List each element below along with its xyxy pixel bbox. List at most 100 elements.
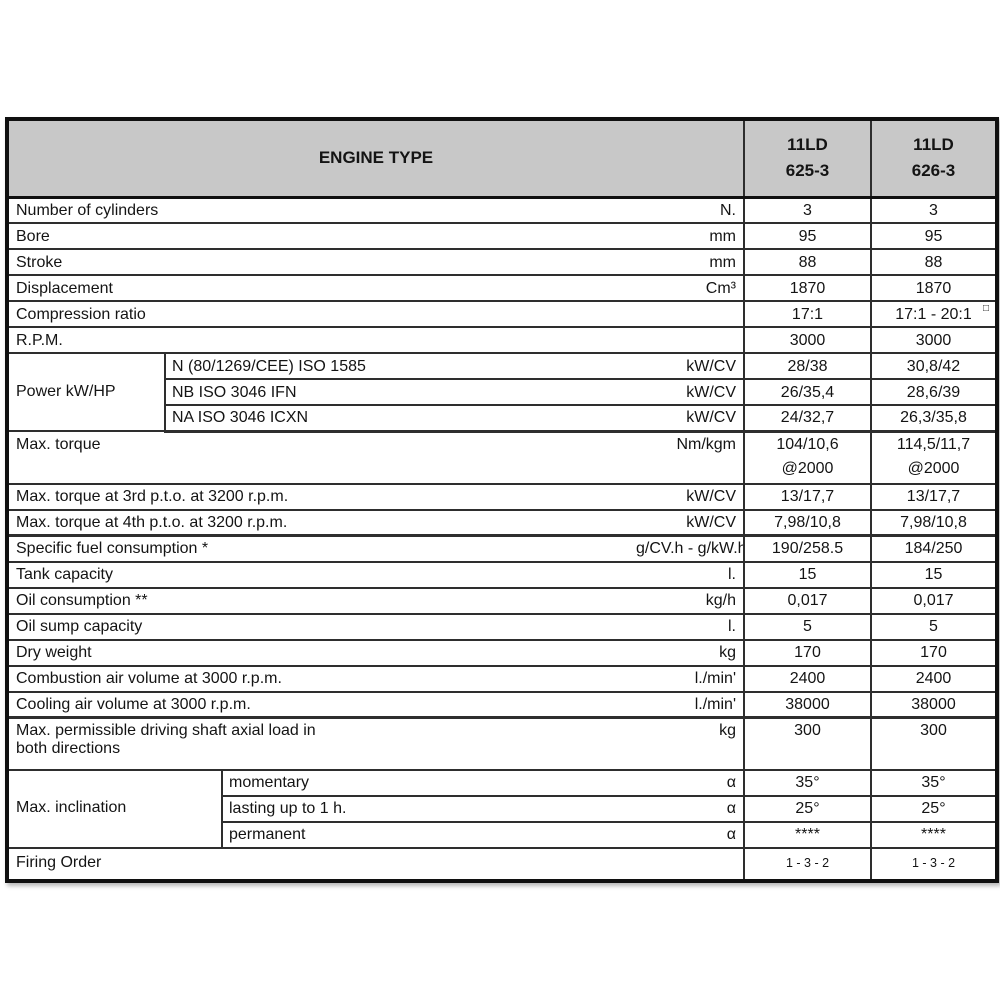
row-value-625: 88 — [743, 249, 871, 276]
table-row: Oil sump capacity l. 5 5 — [7, 613, 997, 641]
row-value-626: 95 — [870, 223, 997, 250]
row-label: Cooling air volume at 3000 r.p.m. — [7, 691, 634, 719]
row-value-625: 17:1 — [743, 301, 871, 328]
power-sub-label: NB ISO 3046 IFN — [164, 379, 634, 406]
table-row: Combustion air volume at 3000 r.p.m. l./… — [7, 665, 997, 693]
table-row: Tank capacity l. 15 15 — [7, 561, 997, 589]
row-value-625: 170 — [743, 639, 871, 667]
table-row: Max. torque at 4th p.t.o. at 3200 r.p.m.… — [7, 509, 997, 537]
table-row: Stroke mm 88 88 — [7, 249, 997, 276]
row-label: Tank capacity — [7, 561, 634, 589]
row-value-625: 7,98/10,8 — [743, 509, 871, 537]
compression-range: 17:1 - 20:1 — [895, 305, 972, 323]
table-row: Max. torque at 3rd p.t.o. at 3200 r.p.m.… — [7, 483, 997, 511]
row-label: Max. torque — [7, 431, 634, 485]
engine-625-header: 11LD 625-3 — [743, 119, 871, 199]
row-label: Oil sump capacity — [7, 613, 634, 641]
row-value-625: 5 — [743, 613, 871, 641]
row-value-626: 38000 — [870, 691, 997, 719]
row-label: Compression ratio — [7, 301, 634, 328]
row-value-625: 1870 — [743, 275, 871, 302]
row-value-626: 15 — [870, 561, 997, 589]
row-value-626: 26,3/35,8 — [870, 405, 997, 433]
table-row: NA ISO 3046 ICXN kW/CV 24/32,7 26,3/35,8 — [7, 405, 997, 433]
row-value-626: 0,017 — [870, 587, 997, 615]
table-row: Oil consumption ** kg/h 0,017 0,017 — [7, 587, 997, 615]
row-unit: kg/h — [634, 587, 744, 615]
row-label: Max. permissible driving shaft axial loa… — [7, 717, 634, 771]
row-unit: kg — [634, 717, 744, 771]
table-row: Displacement Cm³ 1870 1870 — [7, 275, 997, 302]
row-value-626: 3000 — [870, 327, 997, 354]
row-label: Stroke — [7, 249, 634, 276]
table-header-row: ENGINE TYPE 11LD 625-3 11LD 626-3 — [7, 119, 997, 199]
row-value-626: 2400 — [870, 665, 997, 693]
row-value-626: 28,6/39 — [870, 379, 997, 406]
row-value-626: 170 — [870, 639, 997, 667]
row-value-625: 24/32,7 — [743, 405, 871, 433]
row-value-626: 88 — [870, 249, 997, 276]
row-unit: l./min' — [634, 665, 744, 693]
row-value-625: 0,017 — [743, 587, 871, 615]
row-unit — [634, 327, 744, 354]
row-value-626: **** — [870, 821, 997, 849]
row-value-626: 25° — [870, 795, 997, 823]
row-value-625: **** — [743, 821, 871, 849]
row-value-625: 38000 — [743, 691, 871, 719]
row-unit: g/CV.h - g/kW.h — [634, 535, 744, 563]
power-sub-label: N (80/1269/CEE) ISO 1585 — [164, 353, 634, 380]
row-value-625: 300 — [743, 717, 871, 771]
row-unit: Cm³ — [634, 275, 744, 302]
engine-type-header: ENGINE TYPE — [7, 119, 744, 199]
row-value-625: 1 - 3 - 2 — [743, 847, 871, 882]
inclination-sub-label: momentary — [221, 769, 634, 797]
row-label: Bore — [7, 223, 634, 250]
row-value-626: 35° — [870, 769, 997, 797]
row-value-626: 3 — [870, 197, 997, 224]
row-label: Combustion air volume at 3000 r.p.m. — [7, 665, 634, 693]
table-row: lasting up to 1 h. α 25° 25° — [7, 795, 997, 823]
row-value-625: 104/10,6 @2000 — [743, 431, 871, 485]
row-value-625: 95 — [743, 223, 871, 250]
table-row: Specific fuel consumption * g/CV.h - g/k… — [7, 535, 997, 563]
row-value-625: 3000 — [743, 327, 871, 354]
engine-626-header: 11LD 626-3 — [870, 119, 997, 199]
row-unit: l. — [634, 613, 744, 641]
row-value-625: 35° — [743, 769, 871, 797]
row-value-626: 7,98/10,8 — [870, 509, 997, 537]
row-value-626: 17:1 - 20:1 □ — [870, 301, 997, 328]
row-value-626: 5 — [870, 613, 997, 641]
table-row: Power kW/HP N (80/1269/CEE) ISO 1585 kW/… — [7, 353, 997, 432]
spec-table-wrapper: ENGINE TYPE 11LD 625-3 11LD 626-3 Number… — [5, 117, 999, 883]
inclination-group-label: Max. inclination — [7, 769, 222, 849]
table-row: NB ISO 3046 IFN kW/CV 26/35,4 28,6/39 — [7, 379, 997, 406]
footnote-square-icon: □ — [982, 303, 989, 314]
row-value-625: 28/38 — [743, 353, 871, 380]
row-value-626: 300 — [870, 717, 997, 771]
row-unit: mm — [634, 249, 744, 276]
row-value-625: 3 — [743, 197, 871, 224]
row-value-625: 15 — [743, 561, 871, 589]
inclination-sub-label: permanent — [221, 821, 634, 849]
row-value-625: 190/258.5 — [743, 535, 871, 563]
power-group-label: Power kW/HP — [7, 353, 165, 432]
table-row: permanent α **** **** — [7, 821, 997, 849]
row-unit: kW/CV — [634, 353, 744, 380]
table-row: Compression ratio 17:1 17:1 - 20:1 □ — [7, 301, 997, 328]
power-sub-label: NA ISO 3046 ICXN — [164, 405, 634, 433]
row-value-625: 26/35,4 — [743, 379, 871, 406]
row-label: Max. torque at 3rd p.t.o. at 3200 r.p.m. — [7, 483, 634, 511]
row-label: Max. torque at 4th p.t.o. at 3200 r.p.m. — [7, 509, 634, 537]
table-row: Bore mm 95 95 — [7, 223, 997, 250]
row-value-625: 2400 — [743, 665, 871, 693]
row-unit: α — [634, 795, 744, 823]
firing-order-label: Firing Order — [7, 847, 744, 882]
table-row: Firing Order 1 - 3 - 2 1 - 3 - 2 — [7, 847, 997, 882]
table-row: Number of cylinders N. 3 3 — [7, 197, 997, 224]
table-row: Cooling air volume at 3000 r.p.m. l./min… — [7, 691, 997, 719]
row-value-626: 1 - 3 - 2 — [870, 847, 997, 882]
row-unit: kg — [634, 639, 744, 667]
row-value-626: 1870 — [870, 275, 997, 302]
row-unit: α — [634, 769, 744, 797]
